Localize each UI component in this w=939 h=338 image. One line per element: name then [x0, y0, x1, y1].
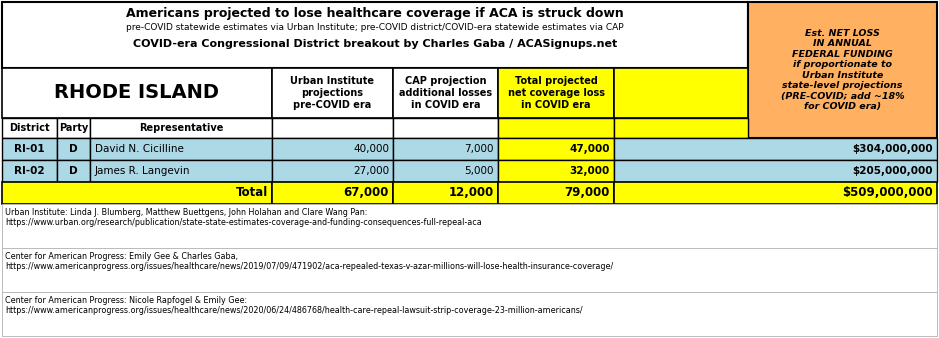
Text: Total: Total — [236, 187, 268, 199]
Text: 79,000: 79,000 — [564, 187, 610, 199]
Text: 67,000: 67,000 — [344, 187, 389, 199]
Text: CAP projection
additional losses
in COVID era: CAP projection additional losses in COVI… — [399, 76, 492, 110]
Bar — [272, 118, 393, 138]
Bar — [2, 182, 272, 204]
Text: Total projected
net coverage loss
in COVID era: Total projected net coverage loss in COV… — [507, 76, 605, 110]
Bar — [393, 182, 498, 204]
Text: Est. NET LOSS
IN ANNUAL
FEDERAL FUNDING
if proportionate to
Urban Institute
stat: Est. NET LOSS IN ANNUAL FEDERAL FUNDING … — [780, 29, 904, 111]
Bar — [272, 68, 393, 118]
Text: 5,000: 5,000 — [465, 166, 494, 176]
Bar — [90, 138, 272, 160]
Text: Party: Party — [59, 123, 88, 133]
Bar — [272, 160, 393, 182]
Bar — [614, 182, 937, 204]
Bar — [2, 292, 937, 336]
Text: 47,000: 47,000 — [569, 144, 610, 154]
Text: pre-COVID statewide estimates via Urban Institute; pre-COVID district/COVID-era : pre-COVID statewide estimates via Urban … — [126, 24, 623, 32]
Text: RI-01: RI-01 — [14, 144, 45, 154]
Bar — [2, 138, 57, 160]
Text: https://www.americanprogress.org/issues/healthcare/news/2019/07/09/471902/aca-re: https://www.americanprogress.org/issues/… — [5, 262, 613, 271]
Bar — [614, 118, 748, 138]
Text: 27,000: 27,000 — [353, 166, 389, 176]
Text: David N. Cicilline: David N. Cicilline — [95, 144, 184, 154]
Text: 12,000: 12,000 — [449, 187, 494, 199]
Text: https://www.urban.org/research/publication/state-state-estimates-coverage-and-fu: https://www.urban.org/research/publicati… — [5, 218, 482, 227]
Bar — [748, 2, 937, 138]
Bar — [57, 160, 90, 182]
Bar — [2, 248, 937, 292]
Text: Representative: Representative — [139, 123, 223, 133]
Bar — [614, 68, 748, 118]
Bar — [393, 68, 498, 118]
Bar — [498, 160, 614, 182]
Bar — [2, 68, 272, 118]
Bar — [57, 118, 90, 138]
Text: D: D — [69, 166, 78, 176]
Text: $304,000,000: $304,000,000 — [853, 144, 933, 154]
Text: James R. Langevin: James R. Langevin — [95, 166, 191, 176]
Bar — [2, 2, 748, 68]
Text: $509,000,000: $509,000,000 — [842, 187, 933, 199]
Bar — [393, 160, 498, 182]
Text: Center for American Progress: Nicole Rapfogel & Emily Gee:: Center for American Progress: Nicole Rap… — [5, 296, 247, 305]
Text: 32,000: 32,000 — [570, 166, 610, 176]
Bar — [57, 138, 90, 160]
Text: 40,000: 40,000 — [353, 144, 389, 154]
Bar — [272, 182, 393, 204]
Text: RI-02: RI-02 — [14, 166, 45, 176]
Bar — [498, 182, 614, 204]
Bar — [2, 160, 57, 182]
Bar — [498, 118, 614, 138]
Text: Center for American Progress: Emily Gee & Charles Gaba,: Center for American Progress: Emily Gee … — [5, 252, 238, 261]
Text: District: District — [9, 123, 50, 133]
Bar — [393, 138, 498, 160]
Text: Americans projected to lose healthcare coverage if ACA is struck down: Americans projected to lose healthcare c… — [126, 6, 623, 20]
Bar — [614, 160, 937, 182]
Bar — [2, 204, 937, 248]
Text: RHODE ISLAND: RHODE ISLAND — [54, 83, 220, 102]
Bar — [90, 118, 272, 138]
Text: Urban Institute: Linda J. Blumberg, Matthew Buettgens, John Holahan and Clare Wa: Urban Institute: Linda J. Blumberg, Matt… — [5, 208, 367, 217]
Bar — [498, 138, 614, 160]
Bar — [393, 118, 498, 138]
Text: D: D — [69, 144, 78, 154]
Text: COVID-era Congressional District breakout by Charles Gaba / ACASignups.net: COVID-era Congressional District breakou… — [133, 39, 617, 49]
Bar — [498, 68, 614, 118]
Bar — [272, 138, 393, 160]
Bar — [2, 118, 57, 138]
Bar — [614, 138, 937, 160]
Text: https://www.americanprogress.org/issues/healthcare/news/2020/06/24/486768/health: https://www.americanprogress.org/issues/… — [5, 306, 582, 315]
Text: $205,000,000: $205,000,000 — [853, 166, 933, 176]
Text: Urban Institute
projections
pre-COVID era: Urban Institute projections pre-COVID er… — [290, 76, 375, 110]
Text: 7,000: 7,000 — [465, 144, 494, 154]
Bar — [90, 160, 272, 182]
